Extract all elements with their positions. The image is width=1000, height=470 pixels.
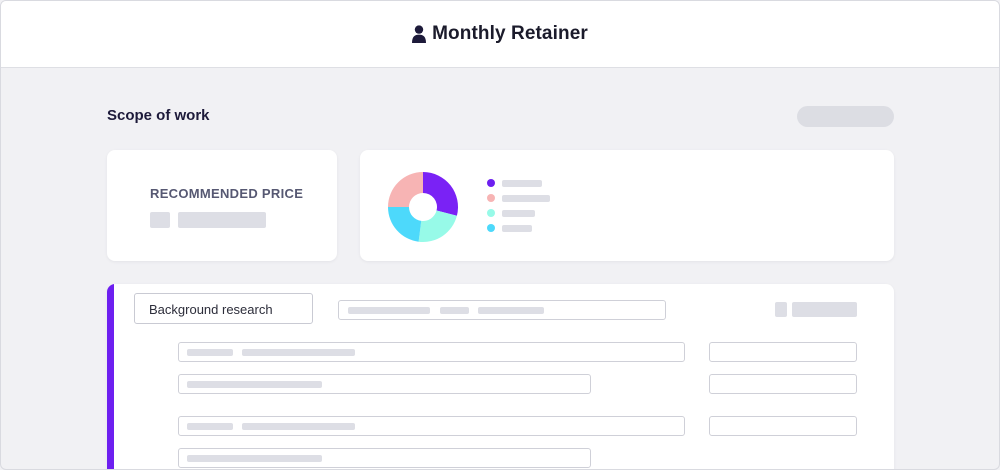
donut-segment-0 (423, 172, 458, 216)
subtask-value-field[interactable] (709, 374, 857, 394)
subtask-field[interactable] (178, 416, 685, 436)
action-placeholder-pill[interactable] (797, 106, 894, 127)
text-placeholder (478, 307, 544, 314)
page-title: Monthly Retainer (432, 23, 588, 44)
text-placeholder (187, 423, 233, 430)
section-title: Scope of work (107, 107, 210, 124)
legend-dot (487, 179, 495, 187)
donut-segment-3 (388, 172, 423, 207)
header: Monthly Retainer (1, 1, 999, 68)
legend-label-placeholder (502, 210, 535, 217)
subtask-value-field[interactable] (709, 342, 857, 362)
task-card: Background research (107, 284, 894, 469)
donut-chart (388, 172, 458, 242)
title-group: Monthly Retainer (412, 23, 588, 45)
user-icon (412, 25, 427, 43)
text-placeholder (242, 349, 355, 356)
text-placeholder (348, 307, 430, 314)
task-description-field[interactable] (338, 300, 666, 320)
task-rate-icon-placeholder (775, 302, 787, 317)
legend-label-placeholder (502, 180, 542, 187)
task-accent-bar (107, 284, 114, 469)
subtask-field[interactable] (178, 342, 685, 362)
legend-dot (487, 194, 495, 202)
subtask-field[interactable] (178, 374, 591, 394)
text-placeholder (242, 423, 355, 430)
currency-placeholder (150, 212, 170, 228)
breakdown-chart-card (360, 150, 894, 261)
recommended-price-label: RECOMMENDED PRICE (150, 186, 304, 201)
text-placeholder (187, 349, 233, 356)
legend-dot (487, 224, 495, 232)
donut-segment-1 (418, 210, 457, 242)
text-placeholder (440, 307, 469, 314)
text-placeholder (187, 381, 322, 388)
legend-dot (487, 209, 495, 217)
subtask-value-field[interactable] (709, 416, 857, 436)
task-name-field[interactable]: Background research (134, 293, 313, 324)
legend-label-placeholder (502, 195, 550, 202)
donut-segment-2 (388, 207, 422, 242)
price-value-placeholder (178, 212, 266, 228)
text-placeholder (187, 455, 322, 462)
recommended-price-card: RECOMMENDED PRICE (107, 150, 337, 261)
task-rate-placeholder (792, 302, 857, 317)
legend-label-placeholder (502, 225, 532, 232)
subtask-field[interactable] (178, 448, 591, 468)
